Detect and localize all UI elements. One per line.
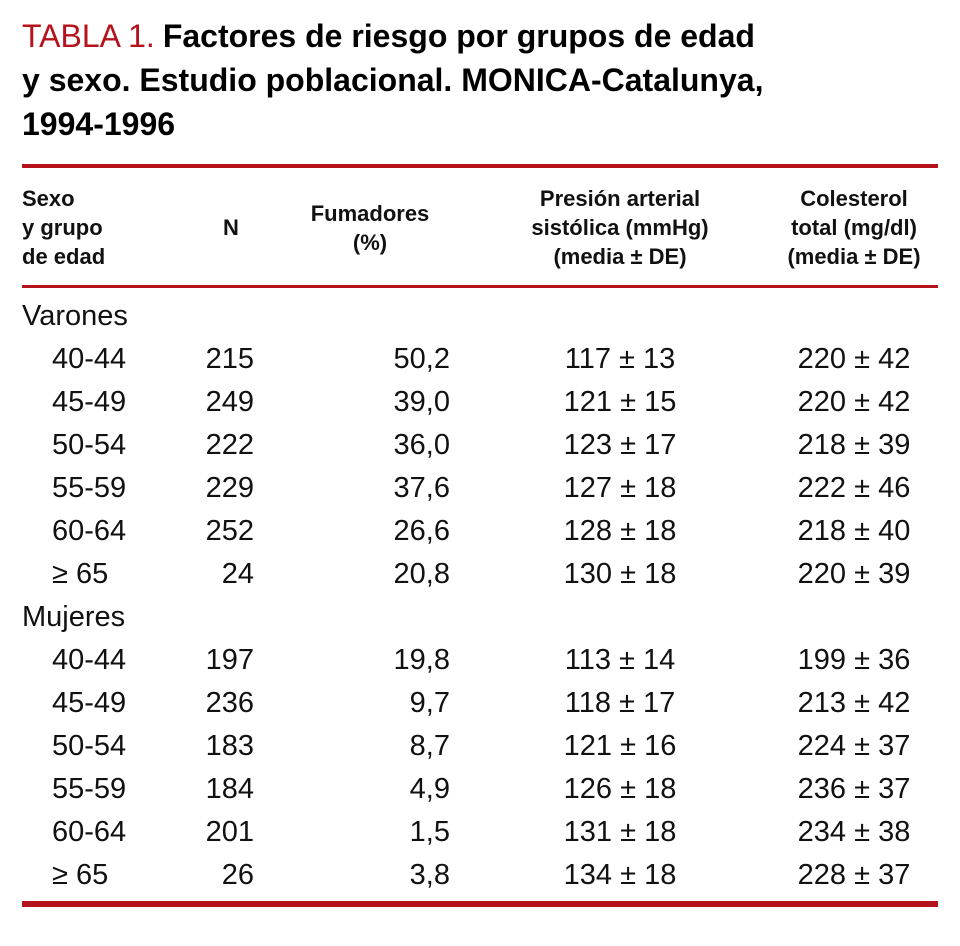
cell-n: 26 [221, 859, 254, 891]
table-row: 40-44 197 19,8 113 ± 14 199 ± 36 [22, 639, 938, 682]
table-row: 60-64 252 26,6 128 ± 18 218 ± 40 [22, 510, 938, 553]
group-row-mujeres: Mujeres [22, 596, 938, 639]
column-header-sex-age-group: Sexo y grupo de edad [22, 168, 192, 288]
cell-n: 183 [205, 730, 254, 762]
cell-cholesterol: 220 ± 39 [797, 558, 911, 590]
column-header-n: N [192, 168, 270, 288]
column-header-systolic-bp: Presión arterial sistólica (mmHg) (media… [470, 168, 770, 288]
table-row: 50-54 183 8,7 121 ± 16 224 ± 37 [22, 725, 938, 768]
top-rule [22, 164, 938, 168]
cell-smokers-pct: 26,6 [393, 515, 450, 547]
group-label: Varones [22, 300, 128, 332]
cell-systolic-bp: 123 ± 17 [563, 429, 677, 461]
cell-systolic-bp: 130 ± 18 [563, 558, 677, 590]
cell-age-group: ≥ 65 [52, 859, 109, 891]
cell-age-group: 55-59 [52, 472, 127, 504]
column-header-total-cholesterol: Colesterol total (mg/dl) (media ± DE) [770, 168, 938, 288]
cell-age-group: 40-44 [52, 343, 127, 375]
cell-smokers-pct: 37,6 [393, 472, 450, 504]
cell-smokers-pct: 9,7 [409, 687, 450, 719]
cell-n: 201 [205, 816, 254, 848]
cell-smokers-pct: 20,8 [393, 558, 450, 590]
cell-systolic-bp: 118 ± 17 [564, 687, 676, 719]
cell-age-group: 45-49 [52, 687, 127, 719]
table-row: 40-44 215 50,2 117 ± 13 220 ± 42 [22, 338, 938, 381]
cell-smokers-pct: 8,7 [409, 730, 450, 762]
cell-smokers-pct: 19,8 [393, 644, 450, 676]
cell-n: 24 [221, 558, 254, 590]
cell-age-group: 50-54 [52, 429, 127, 461]
table-title: TABLA 1. Factores de riesgo por grupos de… [22, 14, 934, 146]
cell-age-group: 50-54 [52, 730, 127, 762]
cell-age-group: 60-64 [52, 515, 127, 547]
cell-cholesterol: 234 ± 38 [797, 816, 911, 848]
cell-smokers-pct: 3,8 [409, 859, 450, 891]
cell-age-group: 60-64 [52, 816, 127, 848]
group-label: Mujeres [22, 601, 126, 633]
table-row: 50-54 222 36,0 123 ± 17 218 ± 39 [22, 424, 938, 467]
table-title-text: Factores de riesgo por grupos de edad y … [22, 18, 764, 142]
cell-n: 252 [205, 515, 254, 547]
bottom-rule [22, 901, 938, 907]
table-row: 45-49 236 9,7 118 ± 17 213 ± 42 [22, 682, 938, 725]
table-row: 45-49 249 39,0 121 ± 15 220 ± 42 [22, 381, 938, 424]
cell-cholesterol: 199 ± 36 [797, 644, 911, 676]
cell-cholesterol: 213 ± 42 [797, 687, 911, 719]
cell-age-group: 55-59 [52, 773, 127, 805]
cell-n: 222 [205, 429, 254, 461]
cell-systolic-bp: 128 ± 18 [563, 515, 677, 547]
risk-factors-table: Sexo y grupo de edad N Fumadores (%) Pre… [22, 168, 938, 897]
table-row: ≥ 65 24 20,8 130 ± 18 220 ± 39 [22, 553, 938, 596]
cell-systolic-bp: 121 ± 15 [563, 386, 677, 418]
cell-n: 229 [205, 472, 254, 504]
cell-cholesterol: 228 ± 37 [797, 859, 911, 891]
table-row: 55-59 184 4,9 126 ± 18 236 ± 37 [22, 768, 938, 811]
cell-n: 184 [205, 773, 254, 805]
table-row: ≥ 65 26 3,8 134 ± 18 228 ± 37 [22, 854, 938, 897]
cell-smokers-pct: 39,0 [393, 386, 450, 418]
cell-smokers-pct: 1,5 [409, 816, 450, 848]
cell-systolic-bp: 127 ± 18 [563, 472, 677, 504]
cell-cholesterol: 236 ± 37 [797, 773, 911, 805]
table-row: 55-59 229 37,6 127 ± 18 222 ± 46 [22, 467, 938, 510]
table-row: 60-64 201 1,5 131 ± 18 234 ± 38 [22, 811, 938, 854]
cell-cholesterol: 218 ± 39 [797, 429, 911, 461]
cell-age-group: 45-49 [52, 386, 127, 418]
header-row: Sexo y grupo de edad N Fumadores (%) Pre… [22, 168, 938, 288]
cell-systolic-bp: 131 ± 18 [563, 816, 677, 848]
cell-smokers-pct: 4,9 [409, 773, 450, 805]
table-number-label: TABLA 1. [22, 18, 155, 54]
cell-n: 249 [205, 386, 254, 418]
cell-cholesterol: 224 ± 37 [797, 730, 911, 762]
cell-n: 197 [205, 644, 254, 676]
cell-n: 215 [205, 343, 254, 375]
cell-n: 236 [205, 687, 254, 719]
cell-cholesterol: 218 ± 40 [797, 515, 911, 547]
cell-systolic-bp: 121 ± 16 [563, 730, 677, 762]
cell-cholesterol: 220 ± 42 [797, 386, 911, 418]
cell-systolic-bp: 113 ± 14 [564, 644, 676, 676]
cell-systolic-bp: 134 ± 18 [563, 859, 677, 891]
group-row-varones: Varones [22, 287, 938, 339]
cell-cholesterol: 222 ± 46 [797, 472, 911, 504]
cell-age-group: ≥ 65 [52, 558, 109, 590]
cell-systolic-bp: 126 ± 18 [563, 773, 677, 805]
cell-age-group: 40-44 [52, 644, 127, 676]
cell-systolic-bp: 117 ± 13 [564, 343, 676, 375]
cell-cholesterol: 220 ± 42 [797, 343, 911, 375]
cell-smokers-pct: 50,2 [393, 343, 450, 375]
column-header-smokers: Fumadores (%) [270, 168, 470, 288]
cell-smokers-pct: 36,0 [393, 429, 450, 461]
